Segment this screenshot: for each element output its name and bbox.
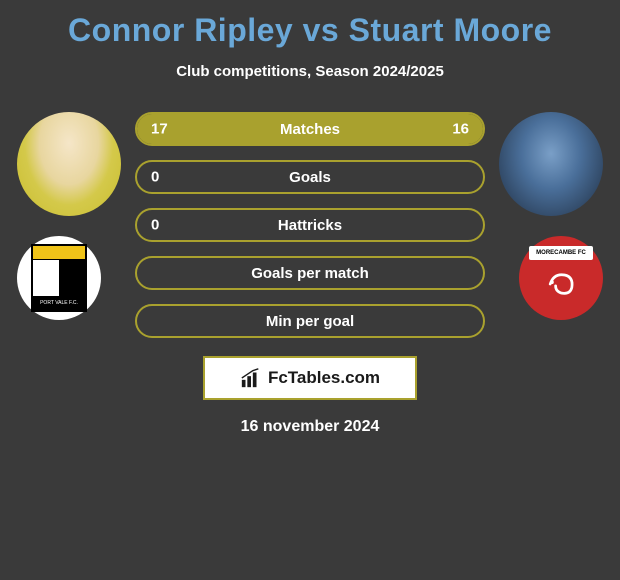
stat-value-left: 0 (151, 169, 159, 186)
portvale-crest-icon: PORT VALE F.C. (31, 244, 87, 312)
stat-bar-goals: 0 Goals (135, 160, 485, 194)
stat-label: Min per goal (266, 313, 354, 330)
stat-value-left: 17 (151, 121, 168, 138)
stat-bar-hattricks: 0 Hattricks (135, 208, 485, 242)
right-club-badge: MORECAMBE FC (519, 236, 603, 320)
stat-value-right: 16 (452, 121, 469, 138)
left-player-avatar (17, 112, 121, 216)
right-player-column: MORECAMBE FC (499, 112, 607, 320)
stat-label: Goals per match (251, 265, 369, 282)
shrimp-icon (542, 266, 580, 302)
stat-bar-min-per-goal: Min per goal (135, 304, 485, 338)
stat-label: Matches (280, 121, 340, 138)
logo-text: FcTables.com (268, 368, 380, 388)
left-player-column: PORT VALE F.C. (13, 112, 121, 320)
comparison-row: PORT VALE F.C. 17 16 Matches 0 Goals 0 Hattric… (0, 112, 620, 338)
stat-value-left: 0 (151, 217, 159, 234)
stat-bar-goals-per-match: Goals per match (135, 256, 485, 290)
left-club-badge: PORT VALE F.C. (17, 236, 101, 320)
date-text: 16 november 2024 (0, 418, 620, 436)
stat-bar-matches: 17 16 Matches (135, 112, 485, 146)
stat-label: Goals (289, 169, 331, 186)
stats-column: 17 16 Matches 0 Goals 0 Hattricks Goals per mat… (135, 112, 485, 338)
page-title: Connor Ripley vs Stuart Moore (0, 0, 620, 49)
morecambe-crest-icon: MORECAMBE FC (529, 246, 593, 310)
right-player-avatar (499, 112, 603, 216)
fctables-logo: FcTables.com (203, 356, 417, 400)
stat-label: Hattricks (278, 217, 342, 234)
subtitle: Club competitions, Season 2024/2025 (0, 63, 620, 80)
bar-chart-icon (240, 367, 262, 389)
